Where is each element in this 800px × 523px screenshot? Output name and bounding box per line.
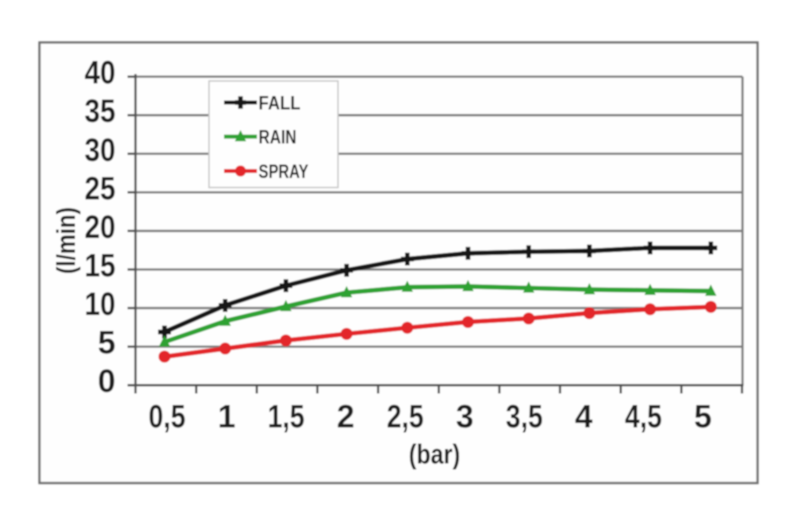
svg-text:SPRAY: SPRAY bbox=[259, 162, 309, 183]
svg-text:5: 5 bbox=[98, 325, 116, 361]
svg-text:40: 40 bbox=[85, 55, 116, 91]
svg-text:0: 0 bbox=[98, 363, 116, 399]
svg-text:20: 20 bbox=[85, 209, 116, 245]
svg-text:4: 4 bbox=[575, 399, 593, 435]
svg-text:5: 5 bbox=[694, 399, 712, 435]
svg-text:1,5: 1,5 bbox=[268, 399, 305, 435]
svg-text:10: 10 bbox=[85, 286, 116, 322]
svg-text:3,5: 3,5 bbox=[506, 399, 543, 435]
svg-text:0,5: 0,5 bbox=[149, 399, 186, 435]
svg-text:RAIN: RAIN bbox=[259, 127, 297, 148]
svg-text:3: 3 bbox=[456, 399, 474, 435]
svg-text:15: 15 bbox=[85, 248, 116, 284]
svg-text:4,5: 4,5 bbox=[625, 399, 662, 435]
svg-text:30: 30 bbox=[85, 132, 116, 168]
svg-text:(bar): (bar) bbox=[409, 439, 461, 470]
svg-text:35: 35 bbox=[85, 93, 116, 129]
svg-text:FALL: FALL bbox=[259, 93, 301, 114]
svg-text:2: 2 bbox=[337, 399, 355, 435]
svg-text:2,5: 2,5 bbox=[387, 399, 424, 435]
svg-text:25: 25 bbox=[85, 170, 116, 206]
svg-text:1: 1 bbox=[218, 399, 236, 435]
svg-text:(l/min): (l/min) bbox=[53, 207, 81, 274]
